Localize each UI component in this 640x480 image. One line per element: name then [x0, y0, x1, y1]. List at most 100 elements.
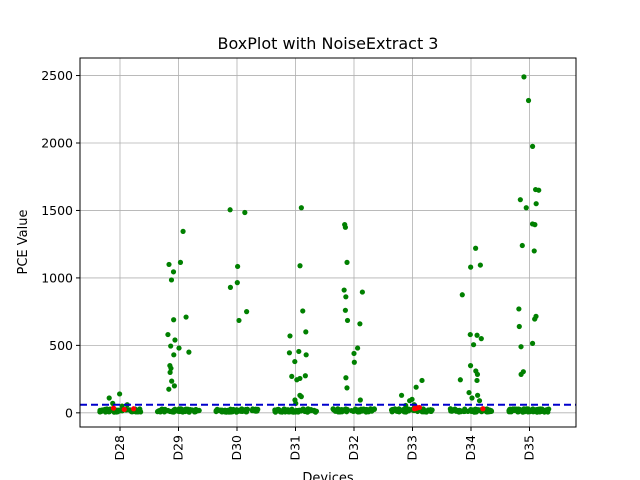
point-d32 — [354, 345, 361, 351]
point-d34 — [469, 395, 475, 401]
point-d31 — [294, 377, 300, 383]
point-d34 — [457, 377, 463, 383]
point-d34 — [474, 392, 481, 398]
point-d30 — [242, 209, 248, 216]
grid — [80, 58, 576, 427]
point-d34 — [466, 389, 472, 396]
point-d35 — [518, 344, 524, 350]
point-d33 — [428, 407, 434, 413]
point-d29 — [172, 337, 178, 343]
point-d34 — [470, 342, 477, 348]
point-d35 — [531, 248, 537, 254]
point-d35 — [511, 407, 517, 414]
point-d35 — [518, 371, 524, 377]
x-tick-label: D31 — [288, 435, 303, 461]
x-tick-label: D32 — [346, 435, 361, 461]
point-d32 — [357, 409, 363, 415]
point-d32 — [364, 406, 370, 413]
y-tick-label: 1000 — [41, 270, 73, 285]
y-tick-label: 2000 — [41, 135, 73, 150]
point-d32 — [344, 259, 350, 266]
x-tick-label: D34 — [463, 435, 478, 461]
y-tick-label: 0 — [65, 405, 73, 420]
point-d35 — [517, 197, 523, 203]
point-d29 — [164, 408, 170, 414]
point-d34 — [467, 331, 473, 338]
point-d29 — [156, 408, 162, 414]
point-d30 — [233, 409, 240, 415]
point-d29 — [170, 269, 177, 275]
point-d31 — [313, 408, 320, 414]
point-d30 — [227, 284, 234, 290]
point-d34 — [476, 398, 483, 404]
point-d28 — [117, 391, 123, 397]
point-d30 — [234, 280, 240, 286]
x-tick-label: D29 — [171, 435, 186, 461]
chart-title: BoxPlot with NoiseExtract 3 — [218, 34, 439, 53]
point-d29 — [167, 369, 173, 375]
point-d33 — [398, 392, 405, 398]
point-d31 — [276, 407, 283, 413]
point-d32 — [357, 397, 363, 403]
point-d35 — [533, 406, 539, 413]
point-d34 — [474, 332, 480, 338]
point-d34 — [468, 264, 474, 270]
point-d34 — [485, 408, 491, 414]
point-d33 — [423, 409, 430, 415]
y-tick-label: 2500 — [41, 68, 73, 83]
point-d28 — [125, 407, 131, 413]
point-d32 — [350, 408, 356, 414]
plot-frame — [79, 57, 577, 428]
x-tick-label: D35 — [522, 435, 537, 461]
point-d32 — [344, 317, 351, 324]
point-d33 — [413, 384, 419, 390]
point-d30 — [253, 408, 259, 414]
point-d32 — [343, 375, 349, 381]
point-d32 — [351, 350, 357, 357]
point-d35 — [516, 323, 522, 330]
point-d30 — [227, 207, 233, 213]
point-d34 — [457, 408, 463, 414]
point-d30 — [227, 409, 233, 415]
point-d35 — [536, 187, 542, 193]
point-d35 — [525, 97, 532, 104]
point-d34 — [467, 363, 474, 369]
point-d29 — [186, 349, 192, 355]
point-d28 — [97, 409, 103, 415]
point-d29 — [171, 317, 177, 323]
point-d31 — [308, 407, 314, 413]
x-axis-label: Devices — [302, 471, 353, 480]
point-d29 — [180, 228, 186, 234]
point-d30 — [244, 309, 250, 315]
point-d30 — [219, 407, 225, 413]
point-d30 — [243, 407, 249, 413]
point-d32 — [357, 321, 363, 327]
highlight-d34 — [480, 406, 486, 412]
point-d28 — [138, 409, 144, 415]
point-d29 — [168, 343, 174, 349]
point-d33 — [389, 406, 396, 413]
point-d31 — [300, 308, 306, 314]
x-axis: D28 D29 D30 D31 D32 D33 D34 D35 — [112, 427, 537, 461]
point-d29 — [166, 386, 172, 392]
point-d35 — [528, 408, 534, 414]
point-d28 — [116, 407, 122, 413]
point-d32 — [342, 224, 349, 230]
point-d29 — [165, 331, 171, 338]
point-d31 — [295, 409, 301, 415]
point-d34 — [474, 406, 480, 413]
point-d33 — [396, 406, 402, 412]
highlight-d28 — [130, 406, 137, 412]
point-d29 — [168, 277, 175, 283]
point-d29 — [178, 408, 184, 414]
point-d35 — [529, 143, 536, 149]
point-d29 — [186, 409, 192, 415]
point-d32 — [359, 289, 365, 295]
point-d33 — [402, 409, 408, 415]
point-d32 — [341, 287, 347, 293]
highlight-d28 — [110, 405, 117, 411]
point-d35 — [521, 74, 527, 80]
point-d29 — [193, 408, 199, 414]
